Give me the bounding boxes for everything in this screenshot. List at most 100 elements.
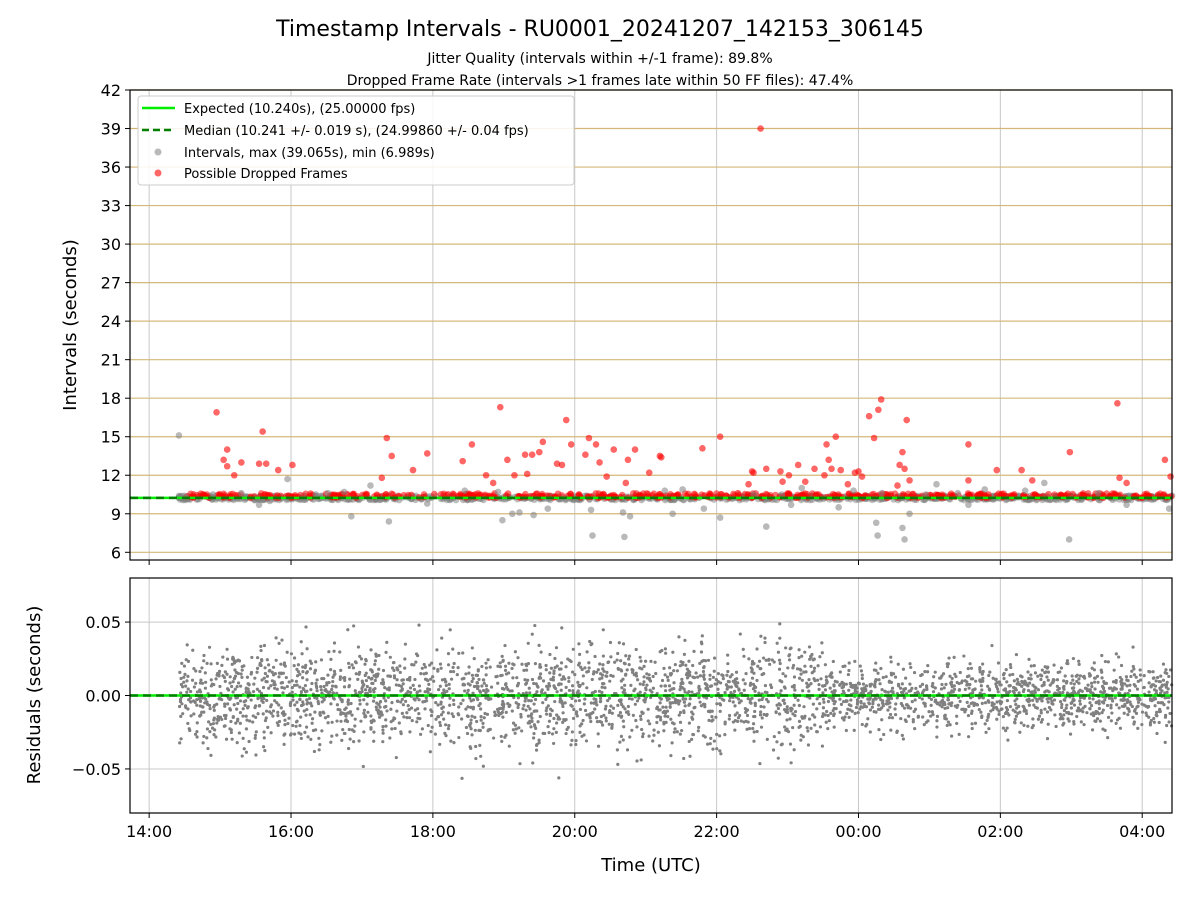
residual-point <box>706 742 710 746</box>
residual-point <box>987 700 991 704</box>
residual-point <box>632 689 636 693</box>
residual-point <box>557 682 562 686</box>
residual-point <box>744 671 748 676</box>
residual-point <box>365 684 369 689</box>
residual-point <box>186 687 190 691</box>
residual-point <box>645 683 649 687</box>
residual-point <box>567 676 571 680</box>
residual-point <box>792 685 796 689</box>
residual-point <box>752 739 756 743</box>
residual-point <box>501 659 505 663</box>
residual-point <box>946 665 950 669</box>
residual-point <box>879 698 883 702</box>
dropped-frame-point <box>1051 491 1058 498</box>
residual-point <box>304 625 308 629</box>
residual-point <box>1058 712 1062 716</box>
residual-point <box>474 744 478 749</box>
interval-point <box>509 510 516 518</box>
x-axis-label: Time (UTC) <box>600 855 701 876</box>
dropped-frame-point <box>389 491 397 498</box>
residual-point <box>459 702 463 706</box>
residual-point <box>212 703 217 707</box>
residual-point <box>1013 686 1017 690</box>
residual-point <box>600 676 604 680</box>
residual-point <box>1077 677 1081 681</box>
residual-point <box>1158 680 1163 684</box>
residual-point <box>1125 698 1130 702</box>
residual-point <box>811 702 816 706</box>
residual-point <box>700 659 704 663</box>
residual-point <box>753 684 757 689</box>
residual-point <box>663 684 667 688</box>
residual-point <box>446 652 451 656</box>
interval-point <box>778 491 786 498</box>
residual-point <box>950 701 954 705</box>
top-y-tick-label: 42 <box>101 81 121 100</box>
residual-point <box>474 673 478 677</box>
residual-point <box>527 699 531 703</box>
residual-point <box>296 670 300 674</box>
residual-point <box>945 723 949 728</box>
residual-point <box>688 697 692 701</box>
residual-point <box>1131 715 1135 719</box>
residual-point <box>384 724 388 728</box>
residual-point <box>639 659 643 663</box>
residual-point <box>1147 681 1151 685</box>
residual-point <box>295 700 299 704</box>
residual-point <box>582 702 586 706</box>
residual-point <box>440 678 445 682</box>
residual-point <box>631 713 635 717</box>
residual-point <box>595 716 599 720</box>
residual-point <box>877 703 881 707</box>
residual-point <box>436 715 440 719</box>
residual-point <box>301 669 305 674</box>
residual-point <box>205 727 210 731</box>
residual-point <box>195 735 199 739</box>
residual-point <box>768 662 772 666</box>
interval-point <box>367 482 374 489</box>
residual-point <box>1110 697 1114 701</box>
residual-point <box>294 724 298 728</box>
residual-point <box>876 707 881 711</box>
residual-point <box>965 680 969 684</box>
residual-point <box>1083 676 1087 680</box>
residual-point <box>533 623 537 628</box>
residual-point <box>673 700 677 704</box>
residual-point <box>249 698 253 702</box>
residual-point <box>880 688 884 692</box>
residual-point <box>975 703 980 707</box>
residual-point <box>195 721 199 725</box>
x-tick-label: 04:00 <box>1119 822 1165 841</box>
residual-point <box>405 711 409 715</box>
residual-point <box>497 713 501 718</box>
residual-point <box>652 728 656 732</box>
residual-point <box>1013 717 1017 721</box>
interval-point <box>661 487 669 494</box>
residual-point <box>1099 690 1103 694</box>
residual-point <box>267 686 271 690</box>
residual-point <box>190 678 195 682</box>
legend: Expected (10.240s), (25.00000 fps) Media… <box>137 95 575 186</box>
residual-point <box>817 682 821 687</box>
residual-point <box>596 668 600 672</box>
residual-point <box>877 678 881 682</box>
residual-point <box>413 708 417 712</box>
residual-point <box>1078 674 1082 678</box>
residual-point <box>801 689 805 693</box>
residual-point <box>293 703 297 707</box>
residual-point <box>603 686 607 690</box>
residual-point <box>815 730 819 734</box>
residual-point <box>478 689 482 693</box>
residual-point <box>608 709 612 713</box>
top-y-tick-label: 12 <box>101 466 121 485</box>
residual-point <box>979 710 983 714</box>
residual-point <box>675 669 680 673</box>
residual-point <box>363 688 368 692</box>
residual-point <box>583 666 587 670</box>
residual-point <box>1097 706 1101 711</box>
residual-point <box>880 701 885 705</box>
residual-point <box>1014 702 1018 707</box>
residual-point <box>338 677 342 681</box>
residual-point <box>1107 696 1111 700</box>
residual-point <box>299 715 303 719</box>
